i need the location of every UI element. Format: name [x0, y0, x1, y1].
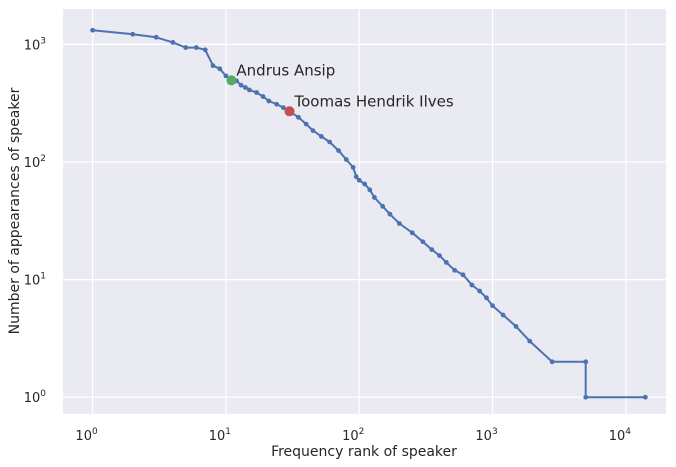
data-point	[477, 288, 483, 294]
data-point	[484, 295, 489, 301]
data-point	[238, 82, 244, 88]
x-axis-label: Frequency rank of speaker	[271, 444, 457, 460]
y-axis-label: Number of appearances of speaker	[7, 87, 23, 334]
annotation-label: Andrus Ansip	[236, 61, 335, 79]
data-point	[303, 121, 309, 127]
data-point	[372, 195, 377, 200]
data-point	[380, 203, 386, 209]
y-tick-label: 101	[24, 272, 46, 289]
data-point	[356, 177, 362, 183]
x-tick-label: 100	[75, 427, 98, 444]
data-point	[153, 34, 159, 40]
data-point	[409, 230, 415, 236]
data-point	[223, 73, 229, 79]
x-tick-label: 103	[475, 427, 497, 444]
data-point	[130, 31, 136, 37]
data-point	[274, 101, 279, 107]
data-point	[210, 63, 216, 69]
annotation-label: Toomas Hendrik Ilves	[294, 92, 454, 110]
data-point	[327, 139, 333, 145]
data-point	[420, 239, 426, 245]
data-point	[90, 27, 95, 33]
data-point	[513, 324, 519, 329]
data-point	[343, 157, 349, 162]
x-tick-label: 104	[609, 427, 632, 444]
data-point	[367, 187, 373, 193]
x-tick-label: 101	[209, 427, 231, 444]
data-point	[193, 45, 199, 50]
data-point	[583, 394, 589, 400]
plot-background	[63, 9, 666, 414]
data-point	[246, 87, 252, 93]
data-point	[318, 134, 324, 139]
data-point	[350, 164, 356, 170]
y-tick-label: 100	[24, 389, 47, 406]
ticks: 100 101 102 103 104 100 101 102 103	[24, 36, 632, 444]
annotation-marker	[226, 75, 237, 86]
data-point	[443, 260, 449, 265]
x-tick-label: 102	[342, 427, 364, 444]
data-point	[242, 85, 248, 90]
annotation-marker	[284, 106, 295, 117]
data-point	[336, 148, 341, 154]
y-tick-label: 102	[24, 154, 46, 171]
data-point	[296, 114, 301, 120]
data-point	[527, 338, 533, 344]
data-point	[217, 66, 223, 72]
data-point	[642, 394, 648, 400]
data-point	[183, 45, 189, 50]
data-point	[170, 39, 176, 45]
data-point	[387, 211, 393, 217]
data-point	[437, 253, 442, 259]
data-point	[362, 181, 368, 187]
data-point	[281, 105, 286, 111]
series	[90, 27, 648, 400]
data-point	[396, 221, 402, 226]
data-point	[469, 282, 475, 288]
data-point	[310, 128, 316, 133]
data-point	[549, 359, 555, 365]
data-point	[254, 90, 260, 95]
data-point	[266, 98, 272, 104]
data-point	[500, 312, 506, 318]
data-point	[353, 174, 359, 180]
data-point	[260, 94, 266, 99]
data-point	[490, 303, 495, 309]
data-point	[460, 272, 466, 278]
y-tick-label: 103	[24, 36, 46, 53]
data-point	[202, 47, 208, 53]
data-point	[429, 247, 435, 252]
data-point	[583, 359, 589, 365]
annotations: Andrus Ansip Toomas Hendrik Ilves	[226, 61, 454, 117]
data-point	[452, 267, 458, 273]
